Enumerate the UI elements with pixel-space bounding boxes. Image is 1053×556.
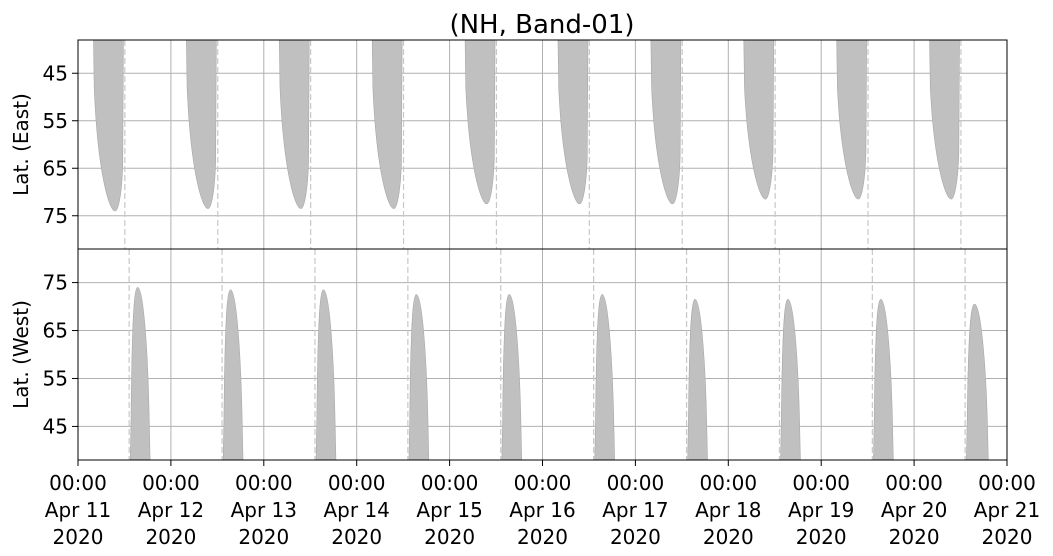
coverage-pass xyxy=(743,40,775,200)
coverage-pass xyxy=(315,289,337,460)
x-tick-label: 00:00 Apr 15 2020 xyxy=(416,471,482,549)
x-tick-label: 00:00 Apr 19 2020 xyxy=(788,471,854,549)
coverage-pass xyxy=(278,40,310,209)
x-tick-label: 00:00 Apr 13 2020 xyxy=(231,471,297,549)
y-axis-label-east: Lat. (East) xyxy=(9,93,33,196)
coverage-pass xyxy=(186,40,217,209)
y-axis-label-west: Lat. (West) xyxy=(9,300,33,409)
coverage-pass xyxy=(687,299,708,460)
coverage-pass xyxy=(594,294,615,460)
coverage-pass xyxy=(408,294,430,460)
coverage-pass xyxy=(222,289,244,460)
x-tick-label: 00:00 Apr 21 2020 xyxy=(974,471,1040,549)
x-axis-ticks: 00:00 Apr 11 2020 00:00 Apr 12 2020 00:00 Apr 1… xyxy=(45,460,1040,549)
coverage-pass xyxy=(650,40,682,205)
coverage-pass xyxy=(464,40,496,205)
chart-title: (NH, Band-01) xyxy=(449,10,634,40)
x-tick-label: 00:00 Apr 11 2020 xyxy=(45,471,111,549)
coverage-pass xyxy=(501,294,523,460)
y-tick-label: 75 xyxy=(43,271,68,295)
coverage-pass xyxy=(873,299,894,460)
y-tick-label: 65 xyxy=(43,156,68,180)
coverage-pass xyxy=(836,40,867,200)
x-tick-label: 00:00 Apr 16 2020 xyxy=(509,471,575,549)
coverage-pass xyxy=(780,299,801,460)
coverage-pass xyxy=(557,40,589,205)
coverage-pass xyxy=(371,40,403,209)
coverage-pass xyxy=(93,40,124,212)
x-tick-label: 00:00 Apr 14 2020 xyxy=(323,471,389,549)
y-tick-label: 65 xyxy=(43,319,68,343)
y-tick-label: 55 xyxy=(43,109,68,133)
x-tick-label: 00:00 Apr 12 2020 xyxy=(138,471,204,549)
y-tick-label: 75 xyxy=(43,204,68,228)
y-tick-label: 45 xyxy=(43,61,68,85)
x-tick-label: 00:00 Apr 17 2020 xyxy=(602,471,668,549)
coverage-pass xyxy=(966,303,989,460)
x-tick-label: 00:00 Apr 18 2020 xyxy=(695,471,761,549)
panel-west: 45 55 65 75 xyxy=(43,248,1008,461)
coverage-pass xyxy=(929,40,960,200)
y-tick-label: 55 xyxy=(43,366,68,390)
panel-east: 45 55 65 75 xyxy=(43,39,1008,250)
x-tick-label: 00:00 Apr 20 2020 xyxy=(881,471,947,549)
coverage-pass xyxy=(129,287,151,460)
y-tick-label: 45 xyxy=(43,414,68,438)
